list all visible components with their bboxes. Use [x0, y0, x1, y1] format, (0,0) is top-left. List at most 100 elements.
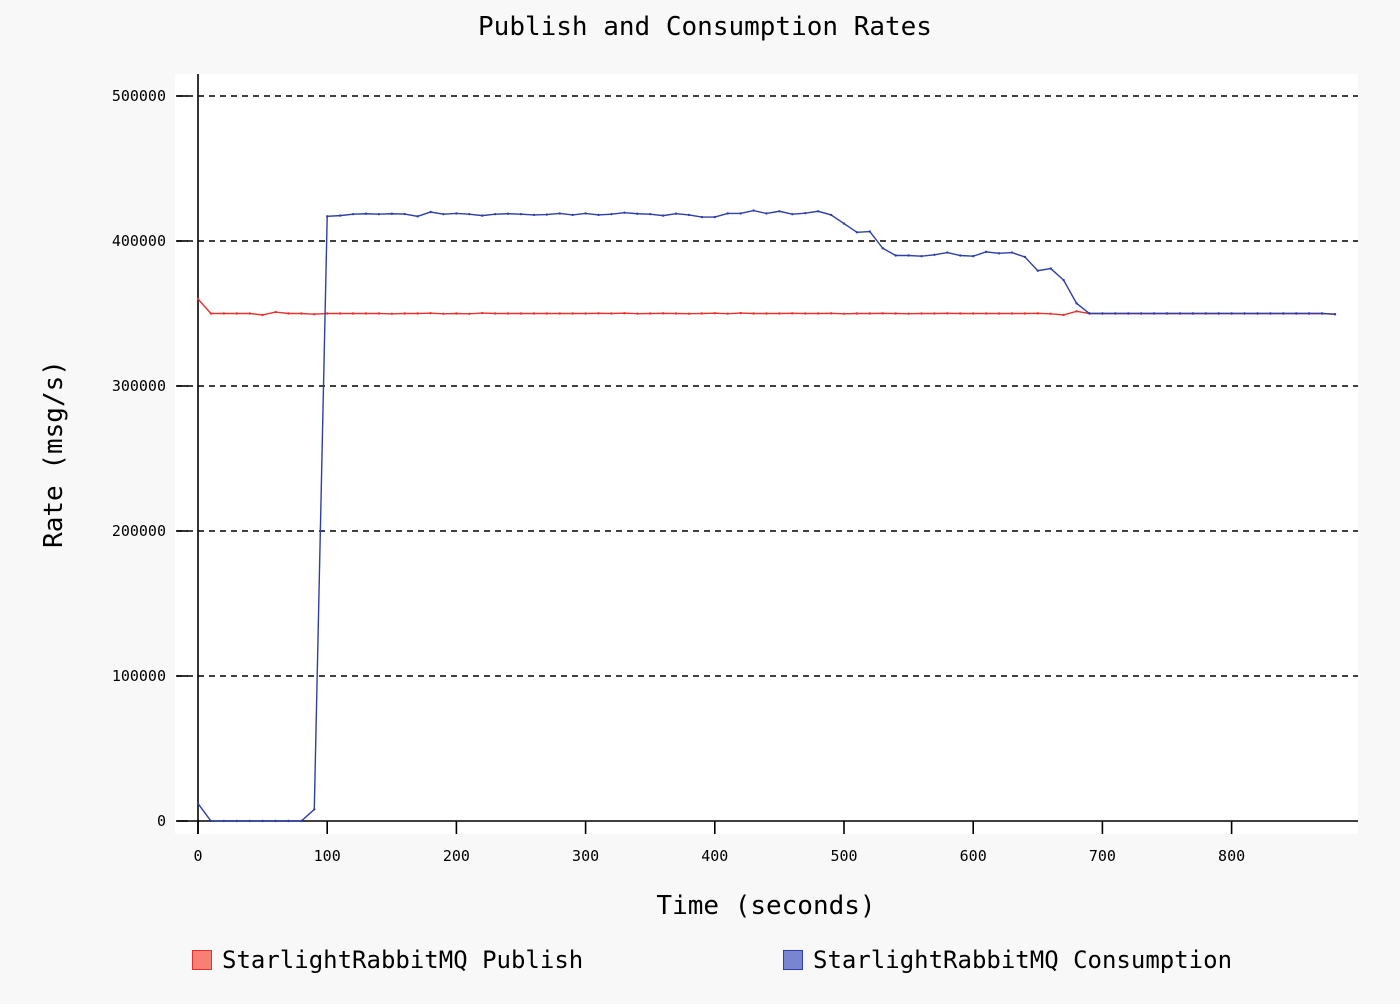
data-point — [584, 212, 587, 215]
y-tick-label: 0 — [157, 812, 166, 830]
data-point — [687, 312, 691, 315]
data-point — [623, 211, 626, 214]
data-point — [403, 212, 406, 216]
data-point — [209, 312, 213, 315]
x-tick-label: 300 — [572, 847, 599, 865]
data-point — [390, 312, 393, 315]
data-point — [649, 212, 652, 216]
data-point — [313, 313, 316, 316]
data-point — [661, 312, 665, 315]
data-point — [1010, 251, 1014, 254]
data-point — [829, 213, 833, 217]
legend-item-publish: StarlightRabbitMQ Publish — [192, 944, 583, 976]
gridlines — [176, 95, 1358, 677]
y-axis-label: Rate (msg/s) — [39, 360, 69, 548]
data-point — [907, 312, 910, 315]
data-point — [1165, 312, 1169, 315]
data-point — [1139, 312, 1143, 315]
data-point — [984, 250, 988, 254]
data-point — [700, 215, 704, 219]
data-point — [972, 312, 975, 315]
data-point — [519, 212, 523, 216]
data-point — [868, 312, 872, 315]
data-point — [713, 215, 716, 219]
data-point — [377, 212, 381, 216]
data-point — [778, 210, 781, 213]
data-point — [726, 212, 729, 215]
data-point — [1062, 313, 1065, 317]
data-point — [287, 819, 290, 823]
y-tick-label: 300000 — [112, 377, 166, 395]
data-point — [1307, 312, 1311, 315]
data-point — [519, 312, 523, 315]
data-point — [946, 251, 949, 254]
data-point — [881, 312, 884, 315]
data-point — [700, 312, 704, 315]
data-point — [804, 312, 807, 315]
data-point — [1075, 302, 1078, 305]
data-point — [235, 312, 238, 315]
data-point — [364, 312, 368, 315]
data-point — [816, 312, 820, 315]
data-point — [558, 212, 561, 215]
data-point — [468, 312, 471, 315]
data-point — [791, 312, 794, 315]
x-tick-label: 200 — [443, 847, 470, 865]
data-point — [920, 312, 923, 315]
data-point — [1282, 312, 1285, 315]
data-point — [390, 212, 393, 215]
data-point — [1243, 312, 1246, 315]
data-point — [920, 255, 923, 258]
x-tick-label: 700 — [1089, 847, 1116, 865]
data-point — [1101, 312, 1104, 315]
series-lines — [196, 209, 1337, 823]
data-point — [752, 312, 755, 315]
legend-item-consumption: StarlightRabbitMQ Consumption — [783, 944, 1232, 976]
data-point — [403, 312, 406, 315]
data-point — [493, 212, 497, 216]
data-point — [377, 312, 381, 315]
data-point — [222, 312, 226, 315]
data-point — [933, 312, 936, 315]
data-point — [196, 802, 200, 805]
data-point — [1152, 312, 1156, 315]
data-point — [558, 312, 561, 315]
data-point — [636, 312, 639, 315]
data-point — [300, 312, 303, 315]
data-point — [894, 254, 897, 257]
data-point — [791, 212, 794, 216]
data-point — [493, 312, 497, 315]
data-point — [778, 312, 781, 315]
data-point — [1010, 312, 1014, 315]
data-point — [623, 312, 626, 315]
data-point — [726, 312, 729, 315]
data-point — [1230, 312, 1233, 315]
data-point — [1269, 312, 1272, 315]
plot-area — [175, 74, 1358, 834]
data-point — [274, 819, 277, 823]
y-tick-label: 200000 — [112, 522, 166, 540]
data-point — [739, 212, 742, 215]
data-point — [1062, 278, 1065, 282]
data-point — [959, 254, 962, 257]
data-point — [442, 212, 445, 216]
x-tick-label: 800 — [1218, 847, 1245, 865]
data-point — [907, 254, 910, 257]
data-point — [300, 819, 303, 823]
data-point — [261, 313, 264, 317]
data-point — [545, 312, 549, 315]
data-point — [946, 312, 949, 315]
y-tick-label: 100000 — [112, 667, 166, 685]
data-point — [868, 230, 872, 233]
data-point — [739, 311, 742, 315]
data-point — [545, 213, 549, 216]
data-point — [287, 312, 290, 315]
data-point — [1023, 312, 1027, 315]
data-point — [881, 247, 884, 250]
data-point — [1127, 312, 1130, 315]
x-tick-label: 500 — [830, 847, 857, 865]
data-point — [636, 212, 639, 215]
legend-label-publish: StarlightRabbitMQ Publish — [222, 946, 584, 974]
data-point — [481, 214, 484, 217]
